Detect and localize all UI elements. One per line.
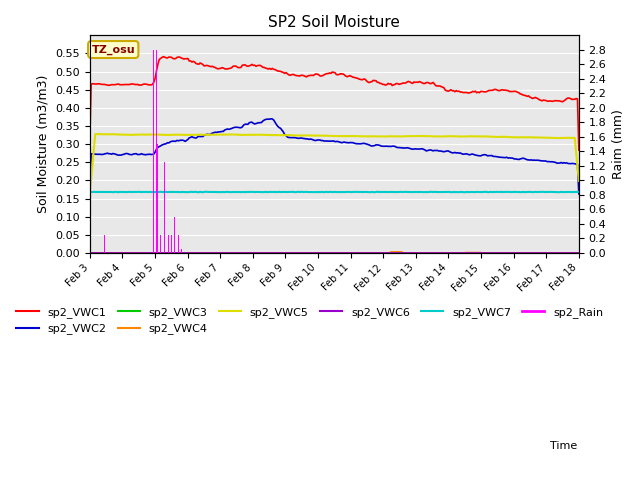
sp2_VWC5 xyxy=(549,135,557,141)
sp2_VWC2 xyxy=(549,159,557,165)
sp2_VWC6 xyxy=(575,250,582,256)
sp2_VWC1 xyxy=(146,82,154,88)
Text: TZ_osu: TZ_osu xyxy=(92,44,135,55)
sp2_VWC2 xyxy=(86,184,93,190)
sp2_VWC1 xyxy=(257,63,265,69)
sp2_VWC2 xyxy=(267,116,275,122)
sp2_VWC2 xyxy=(232,124,239,130)
sp2_VWC4 xyxy=(387,249,395,255)
sp2_VWC6 xyxy=(548,250,556,256)
sp2_VWC3 xyxy=(256,250,264,255)
Bar xyxy=(104,235,106,253)
sp2_VWC3 xyxy=(232,250,239,255)
Bar xyxy=(171,235,172,253)
sp2_VWC5 xyxy=(92,131,99,137)
sp2_VWC6 xyxy=(256,250,264,256)
sp2_VWC4 xyxy=(232,250,239,256)
Bar xyxy=(164,162,165,253)
sp2_VWC6 xyxy=(86,250,93,256)
sp2_VWC4 xyxy=(86,250,93,256)
sp2_VWC3 xyxy=(300,250,307,255)
sp2_VWC5 xyxy=(147,132,155,137)
sp2_VWC5 xyxy=(250,132,257,138)
sp2_VWC4 xyxy=(300,250,307,256)
sp2_VWC6 xyxy=(300,250,307,256)
sp2_VWC2 xyxy=(301,136,309,142)
sp2_VWC5 xyxy=(575,178,582,184)
Line: sp2_VWC5: sp2_VWC5 xyxy=(90,134,579,193)
sp2_VWC6 xyxy=(146,250,154,256)
sp2_VWC2 xyxy=(575,191,582,197)
Bar xyxy=(160,235,161,253)
Bar xyxy=(180,249,182,253)
sp2_VWC7 xyxy=(86,189,93,195)
sp2_VWC6 xyxy=(248,250,256,256)
sp2_VWC7 xyxy=(575,189,582,195)
Y-axis label: Raim (mm): Raim (mm) xyxy=(612,109,625,179)
sp2_VWC1 xyxy=(301,73,309,79)
sp2_VWC1 xyxy=(575,147,582,153)
sp2_VWC1 xyxy=(159,54,167,60)
sp2_VWC1 xyxy=(549,98,557,104)
sp2_VWC7 xyxy=(147,189,155,195)
Bar xyxy=(168,235,170,253)
sp2_VWC1 xyxy=(233,64,241,70)
sp2_VWC3 xyxy=(575,250,582,255)
Legend: sp2_VWC1, sp2_VWC2, sp2_VWC3, sp2_VWC4, sp2_VWC5, sp2_VWC6, sp2_VWC7, sp2_Rain: sp2_VWC1, sp2_VWC2, sp2_VWC3, sp2_VWC4, … xyxy=(12,302,608,339)
sp2_VWC7 xyxy=(257,189,265,195)
sp2_VWC4 xyxy=(248,250,256,256)
sp2_VWC4 xyxy=(549,250,557,256)
sp2_VWC5 xyxy=(86,191,93,196)
sp2_VWC7 xyxy=(115,190,122,195)
Y-axis label: Soil Moisture (m3/m3): Soil Moisture (m3/m3) xyxy=(36,75,50,213)
sp2_VWC4 xyxy=(256,250,264,256)
Title: SP2 Soil Moisture: SP2 Soil Moisture xyxy=(268,15,400,30)
Bar xyxy=(173,216,175,253)
sp2_VWC3 xyxy=(548,250,556,255)
sp2_VWC7 xyxy=(550,189,558,195)
sp2_VWC7 xyxy=(250,189,257,195)
sp2_VWC2 xyxy=(146,151,154,157)
Line: sp2_VWC4: sp2_VWC4 xyxy=(90,252,579,253)
sp2_VWC4 xyxy=(146,250,154,256)
Bar xyxy=(178,235,179,253)
Bar xyxy=(153,50,154,253)
sp2_VWC2 xyxy=(256,120,264,126)
sp2_VWC5 xyxy=(301,132,309,138)
sp2_VWC7 xyxy=(233,189,241,195)
Bar xyxy=(156,50,157,253)
sp2_VWC1 xyxy=(250,62,257,68)
sp2_VWC4 xyxy=(575,250,582,256)
sp2_VWC6 xyxy=(232,250,239,256)
Line: sp2_VWC1: sp2_VWC1 xyxy=(90,57,579,150)
sp2_VWC7 xyxy=(294,189,302,194)
sp2_VWC5 xyxy=(257,132,265,138)
sp2_VWC7 xyxy=(303,189,310,195)
Line: sp2_VWC2: sp2_VWC2 xyxy=(90,119,579,194)
sp2_VWC5 xyxy=(233,132,241,138)
sp2_VWC1 xyxy=(86,138,93,144)
sp2_VWC3 xyxy=(86,250,93,255)
sp2_VWC2 xyxy=(248,119,256,125)
Text: Time: Time xyxy=(550,441,577,451)
sp2_VWC3 xyxy=(248,250,256,255)
sp2_VWC3 xyxy=(146,250,154,255)
Bar xyxy=(157,144,159,253)
